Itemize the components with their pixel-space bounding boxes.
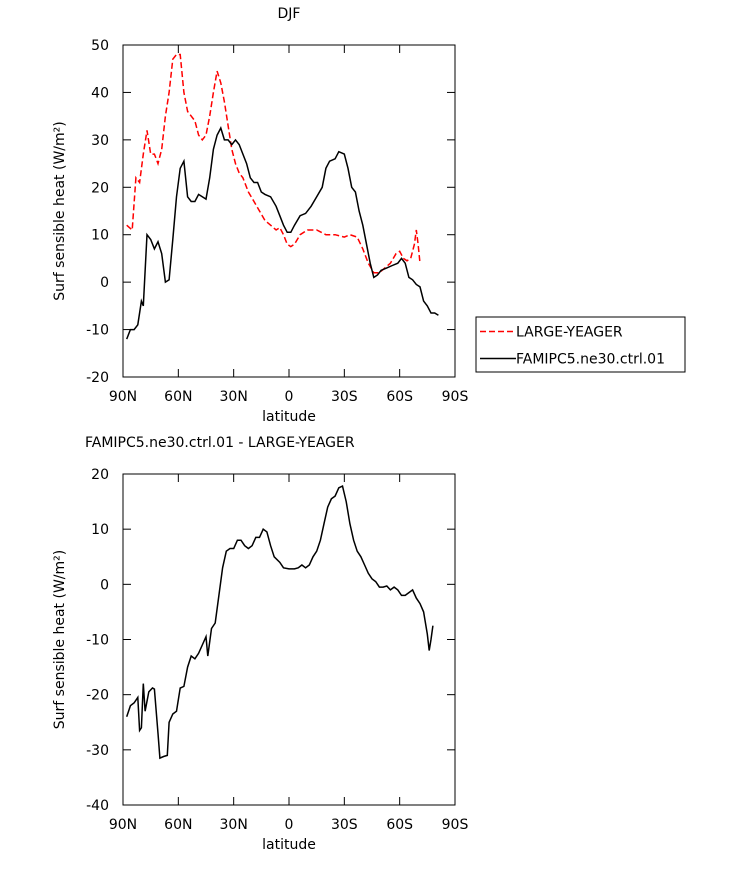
x-tick-label: 60N xyxy=(164,817,192,833)
plot-frame xyxy=(122,44,456,378)
x-tick-label: 90N xyxy=(109,817,137,833)
x-tick-label: 60S xyxy=(386,389,413,405)
y-tick-label: -10 xyxy=(86,633,109,649)
y-tick-label: 0 xyxy=(100,577,109,593)
plot-frame xyxy=(122,473,456,806)
y-tick-label: 50 xyxy=(91,38,109,54)
x-tick-label: 30S xyxy=(331,817,358,833)
y-tick-label: 20 xyxy=(91,467,109,483)
data-line xyxy=(126,126,439,340)
data-line xyxy=(125,485,434,760)
x-tick-label: 60N xyxy=(164,389,192,405)
y-tick-label: -40 xyxy=(86,798,109,814)
y-tick-label: 10 xyxy=(91,522,109,538)
y-axis-label: Surf sensible heat (W/m²) xyxy=(52,550,68,729)
x-tick-label: 30N xyxy=(220,817,248,833)
y-tick-label: 0 xyxy=(100,275,109,291)
y-axis-label: Surf sensible heat (W/m²) xyxy=(52,121,68,300)
panel-title: DJF xyxy=(278,6,301,22)
x-tick-label: 0 xyxy=(285,389,294,405)
y-tick-label: -20 xyxy=(86,370,109,386)
legend-label: LARGE-YEAGER xyxy=(516,325,623,341)
y-tick-label: 10 xyxy=(91,228,109,244)
legend-label: FAMIPC5.ne30.ctrl.01 xyxy=(516,352,665,368)
x-tick-label: 90N xyxy=(109,389,137,405)
data-line xyxy=(126,53,421,274)
y-tick-label: -30 xyxy=(86,743,109,759)
y-tick-label: 20 xyxy=(91,180,109,196)
y-tick-label: -10 xyxy=(86,323,109,339)
x-tick-label: 90S xyxy=(442,389,469,405)
y-tick-label: 40 xyxy=(91,85,109,101)
x-tick-label: 60S xyxy=(386,817,413,833)
legend-box xyxy=(475,316,686,373)
y-tick-label: 30 xyxy=(91,133,109,149)
x-tick-label: 0 xyxy=(285,817,294,833)
x-tick-label: 30N xyxy=(220,389,248,405)
y-tick-label: -20 xyxy=(86,688,109,704)
x-axis-label: latitude xyxy=(262,409,316,425)
x-tick-label: 90S xyxy=(442,817,469,833)
x-axis-label: latitude xyxy=(262,837,316,853)
x-tick-label: 30S xyxy=(331,389,358,405)
panel-title: FAMIPC5.ne30.ctrl.01 - LARGE-YEAGER xyxy=(85,435,355,451)
